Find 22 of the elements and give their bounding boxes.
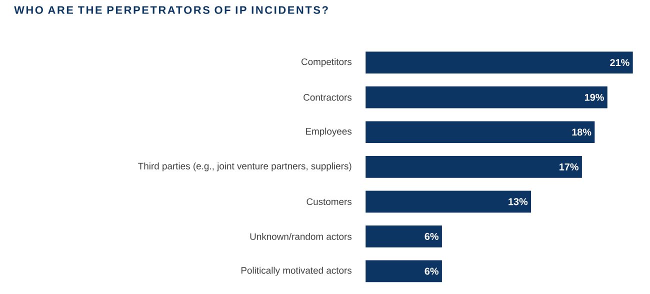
data-label: 17% <box>560 163 578 170</box>
bar <box>366 86 608 108</box>
data-label: 21% <box>610 59 630 66</box>
text: WHO ARE THE PERPETRATORS OF IP INCIDENTS? <box>14 6 328 14</box>
y-tick-label: Contractors <box>304 94 352 101</box>
y-tick-label: Politically motivated actors <box>241 266 352 276</box>
bar <box>366 156 582 178</box>
data-label: 6% <box>424 232 439 240</box>
y-tick-label: Competitors <box>301 58 352 67</box>
data-label: 13% <box>508 198 528 206</box>
bar <box>366 225 442 248</box>
data-label: 18% <box>572 128 592 136</box>
bar <box>366 260 442 282</box>
bar <box>366 52 633 74</box>
bar <box>366 121 595 144</box>
y-tick-label: Customers <box>306 198 352 205</box>
data-label: 19% <box>584 94 604 101</box>
data-label: 6% <box>424 268 439 275</box>
y-tick-label: Unknown/random actors <box>250 232 352 240</box>
bar <box>366 190 532 213</box>
y-tick-label: Third parties (e.g., joint venture partners, suppliers) <box>138 162 352 172</box>
y-tick-label: Employees <box>306 128 352 137</box>
